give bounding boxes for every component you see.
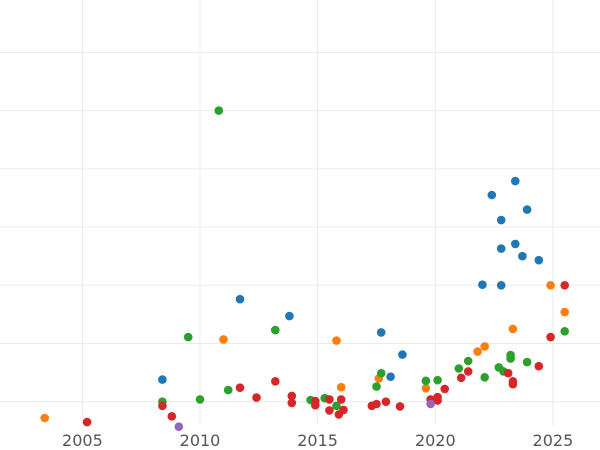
data-point-series-4: [440, 384, 450, 394]
data-point-series-4: [325, 395, 334, 404]
data-point-series-3: [433, 375, 442, 385]
data-point-series-1: [235, 294, 245, 304]
data-point-series-4: [372, 399, 381, 409]
data-point-series-4: [271, 377, 280, 386]
x-tick-label: 2020: [415, 431, 456, 450]
data-point-series-4: [339, 405, 348, 415]
data-point-series-3: [214, 106, 224, 115]
data-point-series-4: [381, 397, 391, 407]
data-point-series-1: [496, 281, 506, 290]
data-point-series-1: [511, 176, 520, 186]
data-point-series-3: [454, 364, 464, 373]
data-point-series-4: [433, 392, 442, 402]
data-point-series-4: [463, 367, 473, 376]
data-point-series-3: [332, 401, 341, 411]
data-point-series-3: [372, 382, 381, 391]
data-point-series-4: [82, 417, 92, 427]
x-axis-tick-labels: 2005 2010 2015 2020 2025: [62, 431, 573, 450]
data-point-series-1: [534, 255, 544, 265]
data-point-series-3: [183, 332, 193, 342]
data-point-series-1: [376, 328, 386, 337]
data-point-series-2: [480, 342, 490, 351]
data-point-series-3: [271, 325, 280, 335]
data-point-series-1: [398, 350, 407, 359]
data-point-series-1: [285, 311, 294, 321]
data-point-series-4: [287, 398, 297, 408]
data-point-series-2: [560, 307, 569, 317]
x-tick-label: 2025: [533, 431, 574, 450]
grid: [0, 0, 600, 425]
data-point-series-3: [522, 357, 532, 367]
data-point-series-2: [40, 413, 49, 423]
x-tick-label: 2005: [62, 431, 103, 450]
data-points: [40, 106, 569, 432]
data-point-series-1: [478, 280, 487, 290]
data-point-series-4: [325, 406, 334, 415]
data-point-series-4: [158, 401, 167, 411]
data-point-series-2: [421, 384, 431, 393]
data-point-series-2: [219, 335, 228, 344]
data-point-series-4: [311, 400, 320, 410]
data-point-series-4: [456, 373, 466, 383]
data-point-series-3: [463, 356, 473, 366]
data-point-series-1: [386, 372, 395, 382]
data-point-series-5: [426, 399, 435, 409]
data-point-series-4: [508, 379, 518, 389]
x-tick-label: 2015: [297, 431, 338, 450]
data-point-series-4: [560, 281, 569, 290]
data-point-series-3: [506, 354, 515, 363]
data-point-series-4: [235, 383, 245, 393]
data-point-series-4: [534, 361, 544, 371]
data-point-series-1: [522, 205, 532, 214]
data-point-series-4: [546, 332, 555, 342]
data-point-series-3: [376, 368, 386, 378]
data-point-series-5: [174, 422, 184, 432]
data-point-series-1: [511, 239, 520, 249]
data-point-series-1: [158, 375, 167, 384]
data-point-series-2: [332, 336, 341, 345]
data-point-series-4: [167, 412, 177, 421]
data-point-series-1: [487, 190, 497, 200]
data-point-series-1: [496, 244, 506, 253]
data-point-series-4: [503, 368, 513, 378]
data-point-series-2: [508, 324, 518, 334]
data-point-series-4: [336, 395, 346, 404]
data-point-series-3: [560, 327, 569, 336]
data-point-series-1: [518, 251, 527, 261]
x-tick-label: 2010: [180, 431, 221, 450]
data-point-series-2: [336, 382, 346, 392]
data-point-series-3: [421, 376, 431, 386]
data-point-series-1: [496, 215, 506, 225]
data-point-series-4: [252, 393, 261, 402]
data-point-series-2: [546, 281, 555, 290]
data-point-series-3: [223, 385, 233, 395]
data-point-series-2: [473, 347, 482, 356]
data-point-series-4: [395, 402, 405, 411]
data-point-series-4: [287, 391, 297, 401]
data-point-series-3: [480, 373, 490, 382]
data-point-series-3: [195, 395, 205, 404]
